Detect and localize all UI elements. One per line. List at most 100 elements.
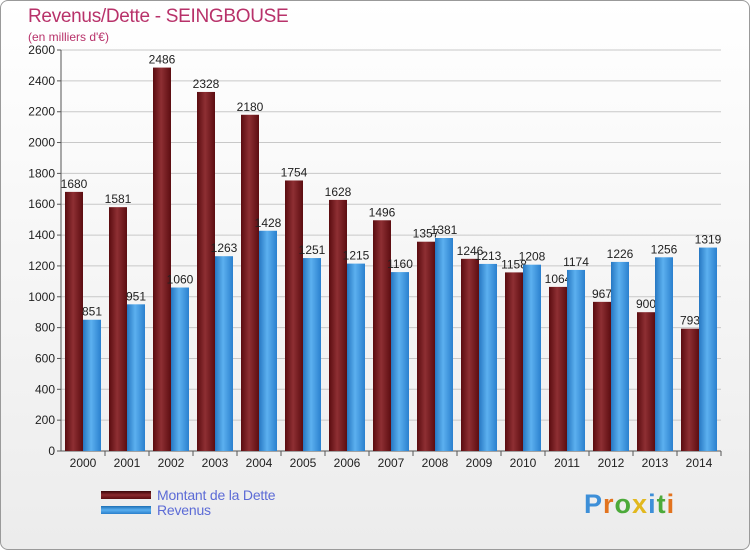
x-tick-label: 2009 — [466, 456, 493, 470]
bar-revenus — [655, 257, 673, 451]
bar-revenus — [523, 264, 541, 451]
y-tick-label: 2600 — [28, 43, 55, 57]
data-label-dette: 2328 — [193, 77, 220, 91]
x-tick-label: 2012 — [598, 456, 625, 470]
bar-dette — [461, 258, 479, 451]
bar-dette — [241, 114, 259, 452]
y-tick-label: 200 — [35, 413, 55, 427]
y-tick-label: 1400 — [28, 228, 55, 242]
x-tick-label: 2003 — [202, 456, 229, 470]
data-label-dette: 1628 — [325, 185, 352, 199]
y-tick-label: 800 — [35, 321, 55, 335]
x-tick-label: 2004 — [246, 456, 273, 470]
data-label-dette: 1680 — [61, 177, 88, 191]
data-label-dette: 967 — [592, 287, 612, 301]
data-label-revenus: 1208 — [519, 250, 546, 264]
chart-subtitle: (en milliers d'€) — [28, 30, 109, 44]
legend: Montant de la Dette Revenus — [101, 486, 276, 518]
data-label-dette: 1496 — [369, 205, 396, 219]
x-tick-label: 2014 — [686, 456, 713, 470]
bar-dette — [65, 191, 83, 451]
y-tick-label: 1800 — [28, 166, 55, 180]
bar-revenus — [303, 258, 321, 451]
legend-swatch-revenus — [101, 505, 151, 514]
x-tick-label: 2011 — [554, 456, 580, 470]
data-label-dette: 1064 — [545, 272, 572, 286]
bar-revenus — [567, 269, 585, 451]
y-tick-label: 0 — [48, 444, 55, 458]
bar-dette — [285, 180, 303, 451]
bar-dette — [637, 312, 655, 451]
legend-label-revenus: Revenus — [157, 501, 211, 518]
bar-revenus — [127, 304, 145, 451]
y-tick-label: 400 — [35, 382, 55, 396]
data-label-dette: 1754 — [281, 165, 308, 179]
bar-dette — [373, 220, 391, 451]
legend-swatch-dette — [101, 490, 151, 499]
data-label-revenus: 1213 — [475, 249, 502, 263]
data-label-revenus: 951 — [126, 289, 146, 303]
data-label-dette: 1581 — [105, 192, 132, 206]
proxiti-logo: Proxiti — [584, 489, 676, 519]
data-label-revenus: 851 — [82, 305, 102, 319]
data-label-dette: 1357 — [413, 227, 440, 241]
bar-dette — [153, 67, 171, 451]
x-tick-label: 2010 — [510, 456, 537, 470]
data-label-revenus: 1319 — [695, 233, 722, 247]
data-label-revenus: 1215 — [343, 249, 370, 263]
bar-revenus — [215, 256, 233, 451]
data-label-revenus: 1226 — [607, 247, 634, 261]
x-tick-label: 2000 — [70, 456, 97, 470]
y-tick-label: 2000 — [28, 136, 55, 150]
bar-revenus — [611, 261, 629, 451]
y-tick-label: 2200 — [28, 105, 55, 119]
data-label-revenus: 1160 — [387, 257, 413, 271]
data-label-revenus: 1251 — [299, 243, 326, 257]
y-tick-label: 1200 — [28, 259, 55, 273]
x-tick-label: 2008 — [422, 456, 449, 470]
bar-dette — [549, 286, 567, 451]
chart-title: Revenus/Dette - SEINGBOUSE — [28, 6, 289, 27]
data-label-revenus: 1060 — [167, 273, 194, 287]
bar-revenus — [259, 230, 277, 451]
bar-dette — [329, 199, 347, 451]
data-label-dette: 793 — [680, 314, 700, 328]
y-tick-label: 600 — [35, 351, 55, 365]
data-label-dette: 1158 — [501, 257, 527, 271]
data-label-dette: 1246 — [457, 244, 484, 258]
data-label-dette: 2180 — [237, 100, 264, 114]
bar-revenus — [391, 272, 409, 451]
bar-dette — [505, 272, 523, 451]
bar-revenus — [171, 287, 189, 451]
x-tick-label: 2002 — [158, 456, 185, 470]
bar-revenus — [435, 238, 453, 451]
data-label-revenus: 1263 — [211, 241, 238, 255]
data-label-revenus: 1381 — [431, 223, 458, 237]
data-label-revenus: 1256 — [651, 242, 678, 256]
bar-dette — [593, 301, 611, 451]
x-tick-label: 2007 — [378, 456, 405, 470]
bar-revenus — [83, 319, 101, 451]
data-label-dette: 900 — [636, 297, 656, 311]
y-tick-label: 2400 — [28, 74, 55, 88]
legend-item-dette: Montant de la Dette — [101, 486, 276, 503]
bar-revenus — [479, 263, 497, 451]
bar-dette — [197, 91, 215, 451]
x-tick-label: 2005 — [290, 456, 317, 470]
x-tick-label: 2001 — [114, 456, 141, 470]
bar-dette — [681, 328, 699, 451]
legend-label-dette: Montant de la Dette — [157, 486, 276, 503]
y-tick-label: 1600 — [28, 197, 55, 211]
bar-revenus — [699, 247, 717, 451]
bar-revenus — [347, 263, 365, 451]
bar-dette — [417, 241, 435, 451]
x-tick-label: 2013 — [642, 456, 669, 470]
data-label-revenus: 1174 — [563, 255, 589, 269]
bar-dette — [109, 207, 127, 451]
data-label-revenus: 1428 — [255, 216, 282, 230]
data-label-dette: 2486 — [149, 53, 176, 67]
y-tick-label: 1000 — [28, 290, 55, 304]
x-tick-label: 2006 — [334, 456, 361, 470]
